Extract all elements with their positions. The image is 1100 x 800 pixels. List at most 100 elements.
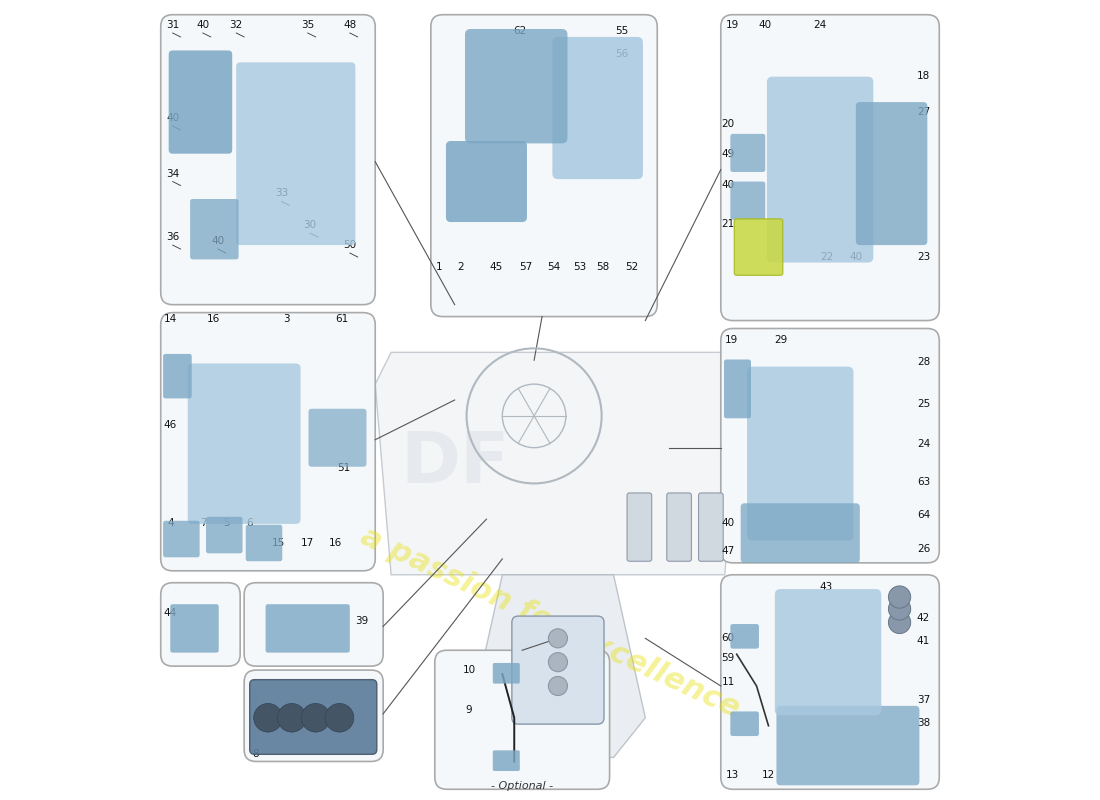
Text: 34: 34 <box>166 169 179 178</box>
Text: 14: 14 <box>164 314 177 324</box>
Text: 54: 54 <box>548 262 561 271</box>
FancyBboxPatch shape <box>446 141 527 222</box>
Text: 61: 61 <box>336 314 349 324</box>
Text: 2: 2 <box>456 262 463 271</box>
Text: 38: 38 <box>916 718 930 728</box>
Text: 1: 1 <box>436 262 442 271</box>
Text: 44: 44 <box>164 608 177 618</box>
Text: 6: 6 <box>246 518 253 528</box>
FancyBboxPatch shape <box>434 650 609 790</box>
Text: 24: 24 <box>814 20 827 30</box>
FancyBboxPatch shape <box>493 663 520 684</box>
Text: 40: 40 <box>211 236 224 246</box>
FancyBboxPatch shape <box>206 517 243 554</box>
FancyBboxPatch shape <box>163 521 200 558</box>
FancyBboxPatch shape <box>747 366 854 541</box>
FancyBboxPatch shape <box>163 354 191 398</box>
Circle shape <box>889 586 911 608</box>
FancyBboxPatch shape <box>244 670 383 762</box>
Text: 19: 19 <box>726 20 739 30</box>
FancyBboxPatch shape <box>170 604 219 653</box>
FancyBboxPatch shape <box>250 680 377 754</box>
FancyBboxPatch shape <box>730 134 766 172</box>
Text: 47: 47 <box>722 546 735 556</box>
FancyBboxPatch shape <box>493 750 520 771</box>
Text: 8: 8 <box>253 749 260 758</box>
FancyBboxPatch shape <box>161 582 240 666</box>
Text: 62: 62 <box>514 26 527 35</box>
FancyBboxPatch shape <box>168 50 232 154</box>
Text: 46: 46 <box>164 421 177 430</box>
Circle shape <box>549 677 568 695</box>
Text: 5: 5 <box>223 518 230 528</box>
Text: 30: 30 <box>304 220 317 230</box>
Text: 43: 43 <box>820 582 833 592</box>
Text: 35: 35 <box>301 20 315 30</box>
FancyBboxPatch shape <box>190 199 239 259</box>
Text: 16: 16 <box>329 538 342 548</box>
FancyBboxPatch shape <box>730 711 759 736</box>
Text: 59: 59 <box>722 653 735 663</box>
Text: 33: 33 <box>275 189 288 198</box>
Text: 27: 27 <box>916 107 930 118</box>
Circle shape <box>549 629 568 648</box>
FancyBboxPatch shape <box>552 37 642 179</box>
Text: 60: 60 <box>722 634 735 643</box>
FancyBboxPatch shape <box>667 493 692 562</box>
Text: 29: 29 <box>773 335 786 346</box>
FancyBboxPatch shape <box>777 706 920 786</box>
Circle shape <box>277 703 306 732</box>
Text: 22: 22 <box>820 252 833 262</box>
Text: 40: 40 <box>758 20 771 30</box>
Text: 4: 4 <box>167 518 174 528</box>
Text: 3: 3 <box>283 314 289 324</box>
Text: 52: 52 <box>625 262 638 271</box>
FancyBboxPatch shape <box>627 493 651 562</box>
FancyBboxPatch shape <box>720 14 939 321</box>
Text: 13: 13 <box>726 770 739 780</box>
Polygon shape <box>471 574 646 758</box>
Polygon shape <box>375 352 740 574</box>
Text: 11: 11 <box>722 677 735 687</box>
Text: 63: 63 <box>916 477 930 487</box>
Text: 40: 40 <box>722 518 735 528</box>
FancyBboxPatch shape <box>774 589 881 715</box>
Circle shape <box>549 653 568 672</box>
FancyBboxPatch shape <box>161 14 375 305</box>
FancyBboxPatch shape <box>245 525 283 562</box>
FancyBboxPatch shape <box>698 493 723 562</box>
FancyBboxPatch shape <box>465 29 568 143</box>
Text: 53: 53 <box>573 262 586 271</box>
Text: 18: 18 <box>916 71 930 81</box>
Circle shape <box>889 598 911 620</box>
Text: 17: 17 <box>301 538 315 548</box>
Text: 39: 39 <box>355 616 368 626</box>
Text: - Optional -: - Optional - <box>491 781 553 791</box>
Text: 48: 48 <box>343 20 356 30</box>
Text: 23: 23 <box>916 252 930 262</box>
FancyBboxPatch shape <box>308 409 366 466</box>
Text: 58: 58 <box>596 262 609 271</box>
Text: 51: 51 <box>337 462 350 473</box>
FancyBboxPatch shape <box>730 624 759 649</box>
Text: a passion for excellence: a passion for excellence <box>356 522 744 723</box>
FancyBboxPatch shape <box>720 574 939 790</box>
Text: 40: 40 <box>849 252 862 262</box>
Text: 10: 10 <box>462 665 475 675</box>
Text: 20: 20 <box>722 118 735 129</box>
Text: 28: 28 <box>916 357 930 367</box>
Text: 40: 40 <box>722 181 735 190</box>
FancyBboxPatch shape <box>856 102 927 245</box>
Text: DF: DF <box>400 429 509 498</box>
Circle shape <box>301 703 330 732</box>
FancyBboxPatch shape <box>720 329 939 563</box>
Text: 36: 36 <box>166 232 179 242</box>
Circle shape <box>889 611 911 634</box>
FancyBboxPatch shape <box>188 363 300 524</box>
FancyBboxPatch shape <box>735 219 783 275</box>
Text: 16: 16 <box>207 314 220 324</box>
Circle shape <box>326 703 354 732</box>
Text: 7: 7 <box>200 518 207 528</box>
Text: 45: 45 <box>490 262 503 271</box>
Text: 40: 40 <box>166 113 179 123</box>
